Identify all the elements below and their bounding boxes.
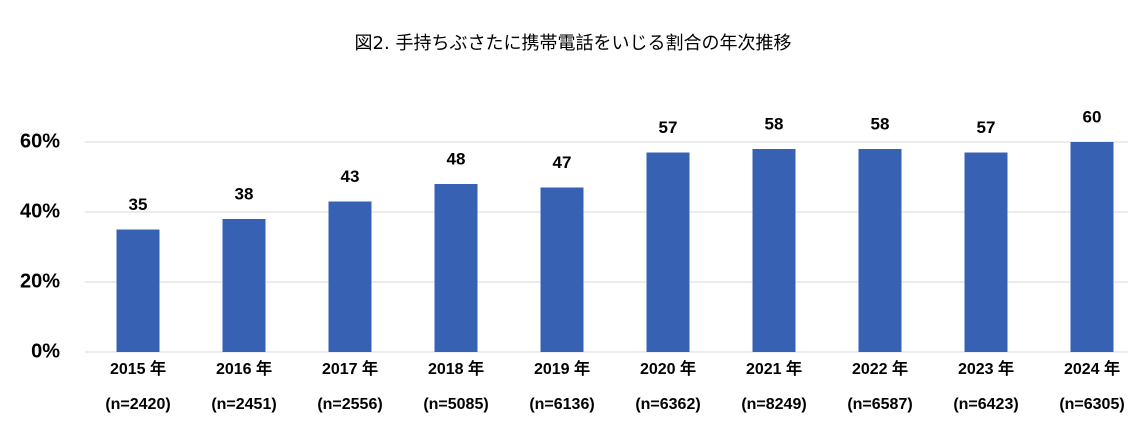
x-tick-label: 2022 年 bbox=[852, 359, 908, 378]
data-label: 48 bbox=[447, 149, 466, 168]
sample-size-label: (n=6305) bbox=[1059, 396, 1124, 413]
bar bbox=[964, 152, 1008, 352]
bar bbox=[858, 149, 902, 352]
x-tick-label: 2018 年 bbox=[428, 359, 484, 378]
bar bbox=[540, 187, 584, 352]
data-label: 58 bbox=[871, 114, 890, 133]
y-tick-label: 60% bbox=[20, 130, 60, 152]
sample-size-label: (n=6587) bbox=[847, 396, 912, 413]
y-tick-label: 20% bbox=[20, 270, 60, 292]
bar bbox=[752, 149, 796, 352]
sample-size-label: (n=2556) bbox=[317, 396, 382, 413]
sample-size-label: (n=8249) bbox=[741, 396, 806, 413]
bar bbox=[328, 201, 372, 352]
sample-size-label: (n=6362) bbox=[635, 396, 700, 413]
bar bbox=[1070, 142, 1114, 352]
y-tick-label: 0% bbox=[31, 340, 60, 362]
x-tick-label: 2021 年 bbox=[746, 359, 802, 378]
sample-size-label: (n=6136) bbox=[529, 396, 594, 413]
sample-size-label: (n=5085) bbox=[423, 396, 488, 413]
data-label: 57 bbox=[659, 118, 678, 137]
x-tick-label: 2015 年 bbox=[110, 359, 166, 378]
x-tick-label: 2023 年 bbox=[958, 359, 1014, 378]
bar bbox=[434, 184, 478, 352]
x-tick-label: 2019 年 bbox=[534, 359, 590, 378]
bar bbox=[222, 219, 266, 352]
sample-size-label: (n=2451) bbox=[211, 396, 276, 413]
bar bbox=[116, 229, 160, 352]
x-tick-label: 2020 年 bbox=[640, 359, 696, 378]
data-label: 35 bbox=[129, 195, 148, 214]
x-tick-label: 2017 年 bbox=[322, 359, 378, 378]
data-label: 60 bbox=[1083, 107, 1102, 126]
data-label: 38 bbox=[235, 184, 254, 203]
data-label: 47 bbox=[553, 153, 572, 172]
data-label: 58 bbox=[765, 114, 784, 133]
data-label: 57 bbox=[977, 118, 996, 137]
chart-title: 図2. 手持ちぶさたに携帯電話をいじる割合の年次推移 bbox=[355, 33, 792, 54]
sample-size-label: (n=2420) bbox=[105, 396, 170, 413]
bar bbox=[646, 152, 690, 352]
x-tick-label: 2016 年 bbox=[216, 359, 272, 378]
data-label: 43 bbox=[341, 167, 360, 186]
sample-size-label: (n=6423) bbox=[953, 396, 1018, 413]
y-tick-label: 40% bbox=[20, 200, 60, 222]
x-tick-label: 2024 年 bbox=[1064, 359, 1120, 378]
